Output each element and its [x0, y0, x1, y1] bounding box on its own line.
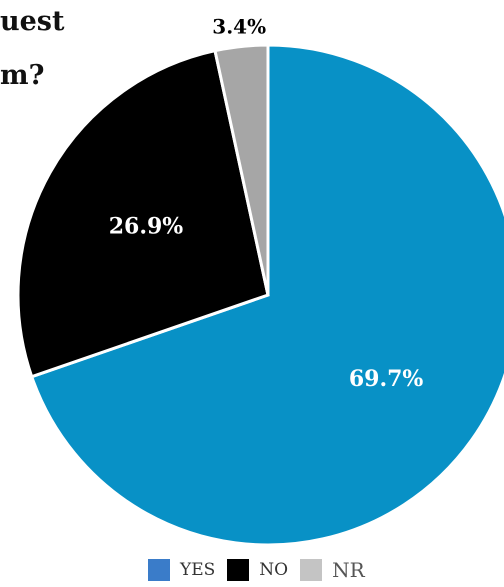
data-label-yes: 69.7% [349, 366, 424, 392]
pie-slice-yes [29, 43, 504, 547]
data-label-no: 26.9% [109, 213, 184, 239]
chart-legend: YES NO NR [148, 558, 377, 582]
legend-label-nr: NR [332, 558, 365, 582]
chart-title-line-1: uest [0, 6, 65, 37]
chart-title-line-2: m? [0, 60, 45, 91]
legend-swatch-nr [300, 559, 323, 581]
pie-slice-nr [213, 43, 270, 296]
data-label-nr: 3.4% [212, 15, 266, 39]
legend-item-yes: YES [148, 559, 215, 581]
legend-item-no: NO [227, 559, 288, 581]
pie-labels: 69.7% 26.9% 3.4% [109, 15, 424, 393]
legend-label-yes: YES [180, 560, 216, 580]
legend-label-no: NO [259, 560, 289, 580]
legend-swatch-no [227, 559, 250, 581]
pie-slice-no [16, 48, 270, 379]
legend-item-nr: NR [300, 558, 365, 582]
legend-swatch-yes [148, 559, 170, 581]
pie-slices [16, 43, 504, 547]
